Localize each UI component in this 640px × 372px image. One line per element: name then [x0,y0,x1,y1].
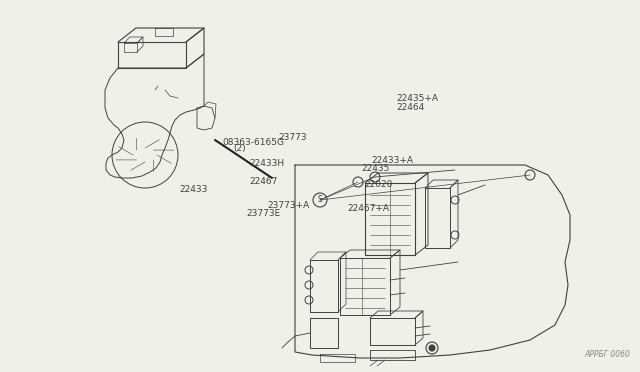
Text: 22467: 22467 [250,177,278,186]
Text: 22435+A: 22435+A [397,94,439,103]
Text: (2): (2) [234,144,246,153]
Text: 23773E: 23773E [246,209,281,218]
Text: 22435: 22435 [362,164,390,173]
Text: 23773+A: 23773+A [268,201,310,210]
Text: AΡΡБГ 0060: AΡΡБГ 0060 [584,350,630,359]
Text: S: S [317,196,323,205]
Text: 22020: 22020 [365,180,393,189]
Text: 23773: 23773 [278,133,307,142]
Text: 08363-6165G: 08363-6165G [223,138,285,147]
Text: 22467+A: 22467+A [348,204,390,213]
Text: 22433: 22433 [179,185,207,194]
Text: 22433H: 22433H [250,159,285,168]
Ellipse shape [429,345,435,351]
Text: 22464: 22464 [397,103,425,112]
Text: 22433+A: 22433+A [371,156,413,165]
